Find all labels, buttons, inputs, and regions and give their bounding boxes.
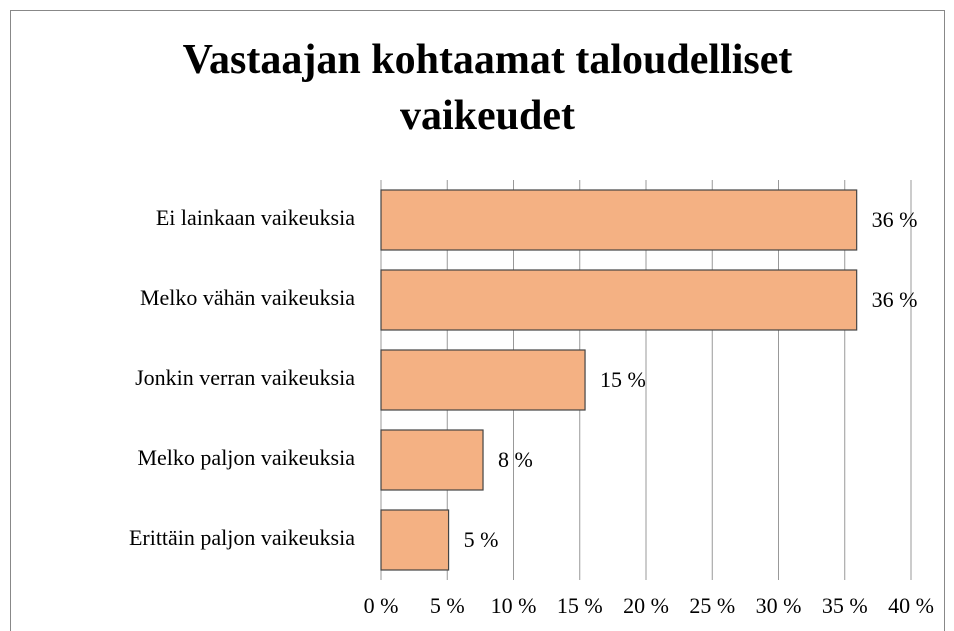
value-label: 8 % [498, 447, 533, 472]
x-tick-label: 35 % [822, 593, 868, 618]
y-tick-label: Jonkin verran vaikeuksia [135, 365, 355, 390]
value-label: 36 % [872, 207, 918, 232]
x-tick-label: 25 % [689, 593, 735, 618]
y-tick-label: Erittäin paljon vaikeuksia [129, 525, 355, 550]
y-tick-label: Melko paljon vaikeuksia [137, 445, 355, 470]
y-tick-label: Melko vähän vaikeuksia [140, 285, 355, 310]
value-label: 36 % [872, 287, 918, 312]
x-tick-label: 40 % [888, 593, 934, 618]
x-tick-label: 0 % [364, 593, 399, 618]
x-tick-label: 15 % [557, 593, 603, 618]
x-tick-label: 30 % [756, 593, 802, 618]
y-tick-label: Ei lainkaan vaikeuksia [156, 205, 355, 230]
value-label: 15 % [600, 367, 646, 392]
chart-title: Vastaajan kohtaamat taloudelliset vaikeu… [182, 37, 793, 139]
bar [380, 429, 484, 491]
bar [380, 189, 858, 251]
chart-frame [10, 10, 945, 631]
x-tick-label: 5 % [430, 593, 465, 618]
bar [380, 269, 858, 331]
bar [380, 349, 586, 411]
bar [380, 509, 450, 571]
value-label: 5 % [464, 527, 499, 552]
x-tick-label: 10 % [491, 593, 537, 618]
x-tick-label: 20 % [623, 593, 669, 618]
